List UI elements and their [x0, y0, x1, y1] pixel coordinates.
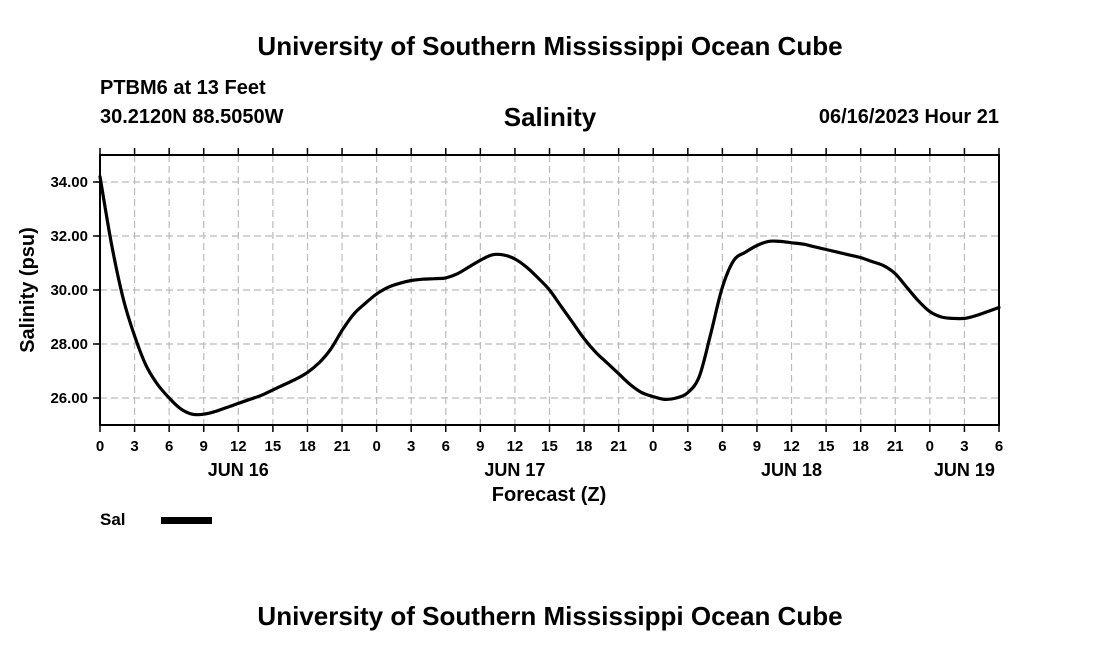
x-tick-label: 6 — [442, 438, 450, 455]
y-tick-label: 34.00 — [50, 174, 88, 191]
x-tick-label: 21 — [334, 438, 351, 455]
x-tick-label: 12 — [230, 438, 247, 455]
y-tick-label: 28.00 — [50, 336, 88, 353]
date-label: JUN 18 — [761, 460, 822, 480]
x-tick-label: 3 — [684, 438, 692, 455]
x-tick-label: 0 — [96, 438, 104, 455]
salinity-series-line — [98, 175, 1001, 417]
forecast-datetime: 06/16/2023 Hour 21 — [818, 106, 999, 128]
x-tick-label: 15 — [265, 438, 282, 455]
x-tick-label: 3 — [130, 438, 138, 455]
x-tick-label: 12 — [783, 438, 800, 455]
axis-ticks — [93, 148, 1000, 432]
top-title: University of Southern Mississippi Ocean… — [257, 31, 843, 61]
station-coordinates: 30.2120N 88.5050W — [100, 106, 284, 128]
x-tick-label: 3 — [960, 438, 968, 455]
date-label: JUN 16 — [208, 460, 269, 480]
x-tick-label: 18 — [852, 438, 869, 455]
x-tick-label: 9 — [200, 438, 208, 455]
x-tick-label: 6 — [995, 438, 1003, 455]
x-tick-label: 0 — [926, 438, 934, 455]
y-tick-label: 26.00 — [50, 390, 88, 407]
x-tick-label: 18 — [576, 438, 593, 455]
x-tick-label: 6 — [165, 438, 173, 455]
station-label: PTBM6 at 13 Feet — [100, 77, 266, 99]
x-tick-label: 21 — [610, 438, 627, 455]
x-tick-label: 0 — [372, 438, 380, 455]
x-tick-label: 12 — [507, 438, 524, 455]
x-tick-label: 6 — [718, 438, 726, 455]
y-tick-label: 32.00 — [50, 228, 88, 245]
plot-frame — [99, 154, 1000, 426]
x-tick-label: 0 — [649, 438, 657, 455]
date-label: JUN 17 — [484, 460, 545, 480]
series-layer — [98, 175, 1001, 417]
x-axis-label: Forecast (Z) — [492, 484, 606, 506]
date-label: JUN 19 — [934, 460, 995, 480]
y-tick-label: 30.00 — [50, 282, 88, 299]
x-tick-label: 9 — [753, 438, 761, 455]
grid-lines — [100, 155, 999, 425]
axis-labels: 0 3 6 9 12 15 18 21 0 3 6 9 12 15 18 21 0 3 6 9 12 15 18 21 0 3 6 2… — [50, 174, 1003, 480]
x-tick-label: 9 — [476, 438, 484, 455]
x-tick-label: 3 — [407, 438, 415, 455]
legend-label: Sal — [100, 510, 126, 529]
bottom-title: University of Southern Mississippi Ocean… — [257, 601, 843, 631]
y-axis-label: Salinity (psu) — [17, 227, 39, 353]
legend-line-swatch — [161, 517, 212, 524]
x-tick-label: 15 — [541, 438, 558, 455]
chart-title: Salinity — [503, 102, 597, 132]
x-tick-label: 21 — [887, 438, 904, 455]
x-tick-label: 15 — [818, 438, 835, 455]
x-tick-label: 18 — [299, 438, 316, 455]
